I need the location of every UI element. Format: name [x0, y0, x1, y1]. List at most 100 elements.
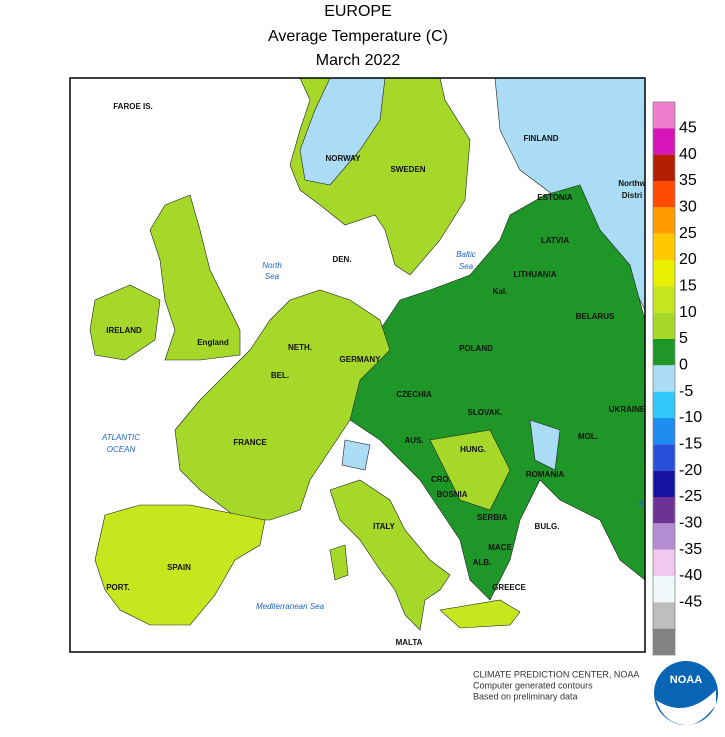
footer-line: Computer generated contours: [473, 680, 593, 690]
legend-swatch: [653, 628, 675, 655]
land-region: [529, 419, 561, 471]
legend-label: 40: [679, 146, 697, 163]
legend-swatch: [653, 128, 675, 155]
map-label: BOSNIA: [436, 490, 467, 499]
legend-swatch: [653, 339, 675, 366]
legend-swatch: [653, 102, 675, 129]
footer-line: Based on preliminary data: [473, 691, 578, 701]
legend-swatch: [653, 418, 675, 445]
map-label: CZECHIA: [396, 390, 432, 399]
land-region: [89, 284, 161, 361]
map-label: ROMANIA: [526, 470, 564, 479]
map-label: AUS.: [404, 436, 423, 445]
land-region: [94, 504, 266, 626]
map-label: POLAND: [459, 344, 493, 353]
logo-text: NOAA: [670, 674, 702, 686]
map-label: ITALY: [373, 522, 395, 531]
map-label: Baltic: [456, 250, 476, 259]
land-region: [149, 194, 241, 361]
land-region: [349, 184, 646, 601]
map-label: FAROE IS.: [113, 102, 153, 111]
legend-swatch: [653, 207, 675, 234]
map-label: LATVIA: [541, 236, 570, 245]
legend-swatch: [653, 154, 675, 181]
map-frame: [69, 77, 646, 653]
legend-swatch: [653, 312, 675, 339]
title: EUROPE: [324, 3, 392, 20]
legend-label: 30: [679, 199, 697, 216]
legend-label: 0: [679, 357, 688, 374]
map-label: Sea: [265, 272, 280, 281]
legend-swatch: [653, 549, 675, 576]
land-region: [329, 544, 349, 581]
map-label: HUNG.: [460, 445, 486, 454]
map-label: DEN.: [332, 255, 351, 264]
map-label: Northw: [618, 179, 646, 188]
map-label: FRANCE: [233, 438, 267, 447]
legend-swatch: [653, 260, 675, 287]
legend-swatch: [653, 391, 675, 418]
map-label: BULG.: [535, 522, 560, 531]
land-region: [174, 289, 391, 521]
legend-swatch: [653, 576, 675, 603]
map-label: UKRAINE: [609, 405, 646, 414]
legend-label: -10: [679, 409, 702, 426]
legend-label: -45: [679, 594, 702, 611]
land-region: [329, 479, 451, 631]
map-label: Sea: [459, 262, 474, 271]
map-label: GREECE: [492, 583, 526, 592]
legend-label: 15: [679, 278, 697, 295]
legend-swatch: [653, 181, 675, 208]
map-label: ATLANTIC: [101, 433, 140, 442]
map-label: ALB.: [473, 558, 492, 567]
map-label: IRELAND: [106, 326, 142, 335]
date: March 2022: [316, 52, 401, 69]
map-label: B: [638, 500, 644, 509]
legend-swatch: [653, 523, 675, 550]
legend-swatch: [653, 497, 675, 524]
map-label: Distri: [622, 191, 642, 200]
legend: 45 40 35 30 25 20 15 10 5 0 -5 -10 -15 -20 -25 -30 -35 -4…: [652, 101, 702, 656]
legend-label: -20: [679, 462, 702, 479]
legend-label: 10: [679, 304, 697, 321]
map-label: North: [262, 261, 282, 270]
map-label: FINLAND: [523, 134, 558, 143]
land-region: [299, 77, 386, 186]
map-label: PORT.: [106, 583, 130, 592]
legend-label: -30: [679, 515, 702, 532]
map-label: CRO.: [431, 475, 451, 484]
legend-swatch: [653, 365, 675, 392]
map-label: MALTA: [396, 638, 423, 647]
map-label: SERBIA: [477, 513, 507, 522]
map-label: Mediterranean Sea: [256, 602, 325, 611]
footer-line: CLIMATE PREDICTION CENTER, NOAA: [473, 669, 639, 679]
land-region: [341, 439, 371, 471]
map-label: Kal.: [493, 287, 508, 296]
map-label: England: [197, 338, 229, 347]
map-label: MACE: [488, 543, 512, 552]
legend-label: 5: [679, 330, 688, 347]
legend-label: -25: [679, 488, 702, 505]
legend-label: -5: [679, 383, 693, 400]
legend-frame: [652, 101, 676, 656]
legend-label: 45: [679, 120, 697, 137]
map-label: SLOVAK.: [468, 408, 503, 417]
map-label: SPAIN: [167, 563, 191, 572]
map-label: ESTONIA: [537, 193, 573, 202]
map: FAROE IS. NORWAY SWEDEN FINLAND ESTONIA LATVI…: [70, 77, 647, 652]
map-label: NORWAY: [325, 154, 361, 163]
subtitle: Average Temperature (C): [268, 28, 448, 45]
land-region: [429, 429, 511, 511]
legend-swatch: [653, 470, 675, 497]
legend-label: -40: [679, 567, 702, 584]
legend-label: -15: [679, 436, 702, 453]
map-label: OCEAN: [107, 445, 136, 454]
map-label: NETH.: [288, 343, 312, 352]
map-label: MOL.: [578, 432, 598, 441]
logo-wave: [656, 690, 716, 726]
map-label: BELARUS: [576, 312, 615, 321]
legend-swatch: [653, 286, 675, 313]
legend-label: 20: [679, 251, 697, 268]
map-label: SWEDEN: [390, 165, 425, 174]
